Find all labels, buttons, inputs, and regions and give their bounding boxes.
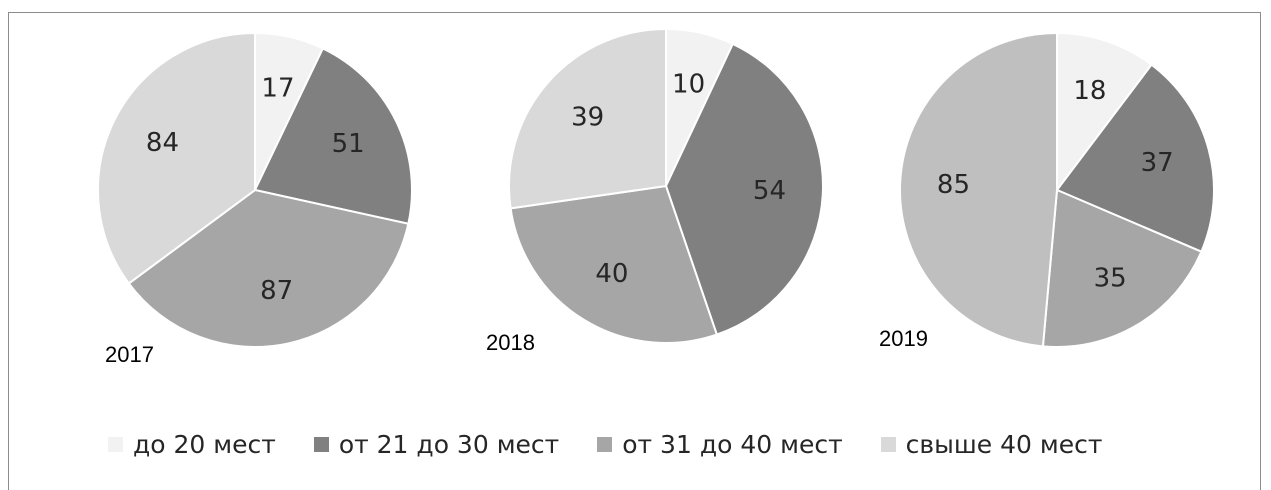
data-label-2018-2: 54 (753, 176, 786, 206)
chart-year-label-2019: 2019 (879, 326, 928, 351)
legend-item-2: от 21 до 30 мест (313, 429, 560, 459)
legend-swatch (108, 436, 123, 452)
pie-slice-2017-4 (97, 31, 256, 285)
legend-item-1: до 20 мест (108, 430, 276, 459)
data-label-2018-4: 39 (571, 103, 604, 133)
pie-chart-2019: 18 37 35 85 (899, 31, 1216, 348)
pie-slice-2019-1 (1056, 31, 1153, 193)
legend-swatch (597, 436, 613, 452)
legend-swatch (313, 436, 329, 452)
data-label-2019-4: 85 (937, 170, 970, 200)
frame-border-left (8, 12, 9, 490)
legend-label: до 20 мест (133, 429, 276, 459)
pie-slice-2019-4 (899, 31, 1058, 348)
frame-border-top (8, 12, 1261, 13)
data-label-2017-4: 84 (146, 128, 179, 158)
legend-label: свыше 40 мест (905, 429, 1103, 459)
legend-label: от 31 до 40 мест (622, 429, 843, 459)
legend-label: от 21 до 30 мест (338, 429, 560, 459)
pie-slice-2017-3 (127, 188, 410, 348)
chart-year-label-2018: 2018 (486, 330, 535, 355)
data-label-2018-3: 40 (595, 259, 628, 289)
data-label-2019-1: 18 (1073, 76, 1106, 106)
chart-year-label-2017: 2017 (105, 342, 154, 367)
data-label-2018-1: 10 (672, 69, 705, 99)
pie-slice-2018-4 (508, 27, 667, 210)
legend-item-3: от 31 до 40 мест (597, 429, 843, 459)
data-label-2019-2: 37 (1141, 148, 1174, 178)
legend-item-4: свыше 40 мест (880, 429, 1103, 459)
pie-slice-2019-3 (1041, 188, 1203, 348)
pie-chart-2018: 10 54 40 39 (508, 27, 824, 344)
data-label-2019-3: 35 (1094, 263, 1127, 293)
pie-chart-2017: 17 51 87 84 (97, 31, 413, 348)
data-label-2017-3: 87 (260, 276, 293, 306)
frame-border-right (1260, 12, 1261, 490)
legend-swatch (880, 436, 896, 452)
pie-slice-2018-3 (509, 184, 719, 344)
data-label-2017-2: 51 (332, 129, 365, 159)
pie-slice-2017-2 (253, 47, 413, 225)
pie-slice-2019-2 (1055, 63, 1216, 254)
data-label-2017-1: 17 (261, 73, 294, 103)
chart-legend: до 20 мест от 21 до 30 мест от 31 до 40 ме… (108, 424, 1228, 464)
pie-slice-2018-2 (664, 42, 824, 336)
